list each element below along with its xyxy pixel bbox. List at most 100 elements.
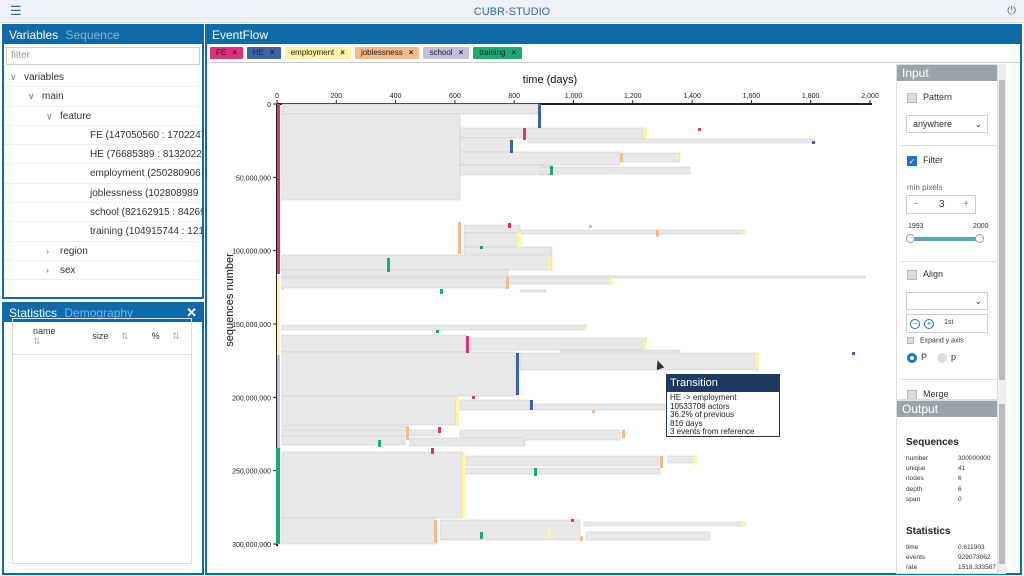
align-checkbox[interactable]: Align	[907, 269, 943, 280]
event-marker	[610, 277, 613, 285]
radio-p-lower[interactable]: p	[937, 352, 956, 363]
chevron-right-icon[interactable]: ›	[46, 245, 49, 256]
chip-remove-icon[interactable]: ×	[270, 48, 275, 57]
chip-label: employment	[290, 48, 335, 57]
chip-label: training	[479, 48, 506, 57]
stat-row: events 929073062	[906, 553, 996, 563]
event-marker	[550, 166, 553, 175]
chip-remove-icon[interactable]: ×	[232, 48, 237, 57]
tree-item-label: employment (250280906 : 330758	[90, 168, 202, 180]
chip-joblessness[interactable]: joblessness ×	[354, 47, 420, 59]
tree-item[interactable]: FE (147050560 : 170224716)	[4, 126, 202, 146]
column-percent[interactable]: % ⇅	[151, 331, 180, 341]
chip-remove-icon[interactable]: ×	[408, 48, 414, 57]
tree-item[interactable]: joblessness (102808989 : 141151	[4, 184, 202, 204]
flow-node	[281, 103, 539, 115]
input-scrollbar[interactable]	[998, 64, 1006, 400]
tooltip-days: 816 days	[670, 418, 703, 428]
statistics-panel: Statistics Demography ✕ name ⇅ size ⇅ % …	[2, 302, 204, 575]
tree-item[interactable]: school (82162915 : 84269659)	[4, 203, 202, 223]
stat-key: unique	[906, 465, 926, 473]
tab-sequence[interactable]: Sequence	[65, 28, 120, 42]
x-tick-label: 1,800	[802, 93, 820, 100]
chevron-right-icon[interactable]: ›	[46, 264, 49, 275]
chip-training[interactable]: training ×	[473, 47, 523, 59]
merge-checkbox[interactable]: Merge	[907, 389, 949, 399]
stat-key: depth	[906, 485, 923, 493]
minus-circle-icon[interactable]: −	[910, 319, 920, 329]
power-icon[interactable]: ⏻	[1007, 5, 1016, 17]
align-select[interactable]: ⌄	[906, 292, 988, 310]
tree-item[interactable]: training (104915744 : 12134833:	[4, 222, 202, 242]
plus-circle-icon[interactable]: +	[924, 319, 934, 329]
tree-item[interactable]: ∨ variables	[4, 68, 202, 88]
x-tick-label: 1,000	[565, 93, 583, 100]
range-handle-max[interactable]	[975, 234, 984, 243]
tab-variables[interactable]: Variables	[9, 28, 59, 42]
chevron-down-icon[interactable]: ∨	[28, 91, 35, 102]
chip-HE[interactable]: HE ×	[246, 47, 281, 59]
stat-value: 0.611903	[958, 544, 985, 551]
column-name[interactable]: name ⇅	[33, 326, 56, 346]
x-tick-label: 1,200	[624, 93, 642, 100]
increment-button[interactable]: +	[963, 199, 969, 210]
event-marker	[472, 396, 475, 399]
decrement-button[interactable]: −	[913, 199, 919, 210]
tree-item[interactable]: ∨ main	[4, 87, 202, 107]
range-handle-min[interactable]	[906, 234, 915, 243]
x-tick-label: 1,400	[683, 93, 701, 100]
x-tick-label: 400	[390, 93, 402, 100]
output-panel-header: Output	[897, 401, 997, 417]
flow-node	[439, 519, 581, 541]
tree-item[interactable]: › region	[4, 242, 202, 261]
tree-item[interactable]: ∨ feature	[4, 107, 202, 126]
tree-item[interactable]: › sex	[4, 261, 202, 281]
variables-filter-input[interactable]: filter	[6, 47, 200, 65]
chip-remove-icon[interactable]: ×	[511, 48, 517, 57]
tree-item-label: FE (147050560 : 170224716)	[90, 129, 202, 141]
stat-row: nodes 6	[906, 474, 996, 484]
filter-checkbox[interactable]: ✓ Filter	[907, 155, 943, 166]
y-tick-label: 50,000,000	[236, 175, 271, 182]
event-marker	[523, 128, 526, 140]
tab-demography[interactable]: Demography	[64, 306, 134, 320]
tree-item[interactable]: HE (76685389 : 81320220)	[4, 145, 202, 165]
event-marker	[440, 289, 443, 294]
chip-FE[interactable]: FE ×	[210, 47, 243, 59]
column-size[interactable]: size ⇅	[92, 331, 129, 341]
range-min-label: 1993	[908, 223, 924, 230]
expand-y-axis-checkbox[interactable]: Expand y axis	[907, 337, 964, 344]
min-pixels-value[interactable]: 3	[939, 199, 945, 210]
output-scrollbar[interactable]	[998, 400, 1006, 574]
chip-remove-icon[interactable]: ×	[340, 48, 345, 57]
event-marker	[387, 258, 390, 272]
flow-node	[463, 224, 521, 234]
tree-item-label: training (104915744 : 12134833:	[90, 226, 202, 238]
tab-statistics[interactable]: Statistics	[9, 306, 58, 320]
tooltip-percent: 36.2% of previous	[670, 410, 735, 420]
chip-school[interactable]: school ×	[423, 47, 470, 59]
close-icon[interactable]: ✕	[186, 305, 197, 320]
min-pixels-stepper[interactable]: − 3 +	[906, 195, 976, 214]
chevron-down-icon[interactable]: ∨	[46, 110, 53, 121]
menu-icon[interactable]: ☰	[10, 3, 22, 18]
flow-node	[619, 152, 681, 163]
pattern-select[interactable]: anywhere ⌄	[906, 115, 988, 133]
year-range-slider[interactable]	[911, 237, 979, 241]
chevron-down-icon[interactable]: ∨	[10, 72, 17, 82]
flow-node	[459, 164, 553, 176]
tooltip-events: 3 events from reference	[670, 427, 755, 437]
radio-p-upper[interactable]: P	[907, 352, 927, 363]
align-step-control[interactable]: − + 1st	[906, 314, 988, 333]
chip-employment[interactable]: employment ×	[284, 47, 351, 59]
flow-node	[459, 137, 513, 153]
tree-item[interactable]: employment (250280906 : 330758	[4, 164, 202, 184]
pattern-checkbox[interactable]: Pattern	[907, 92, 952, 103]
x-tick-label: 2,000	[861, 93, 879, 100]
y-tick-label: 250,000,000	[232, 469, 271, 476]
flow-node	[281, 429, 441, 437]
input-panel: Input Pattern anywhere ⌄ ✓ Filter min pixe…	[896, 64, 998, 400]
chip-remove-icon[interactable]: ×	[458, 48, 464, 57]
eventflow-chart[interactable]: time (days) 0 200 400 600 800 1,000 1,200 1,400 1…	[207, 62, 894, 574]
event-marker	[742, 521, 745, 526]
